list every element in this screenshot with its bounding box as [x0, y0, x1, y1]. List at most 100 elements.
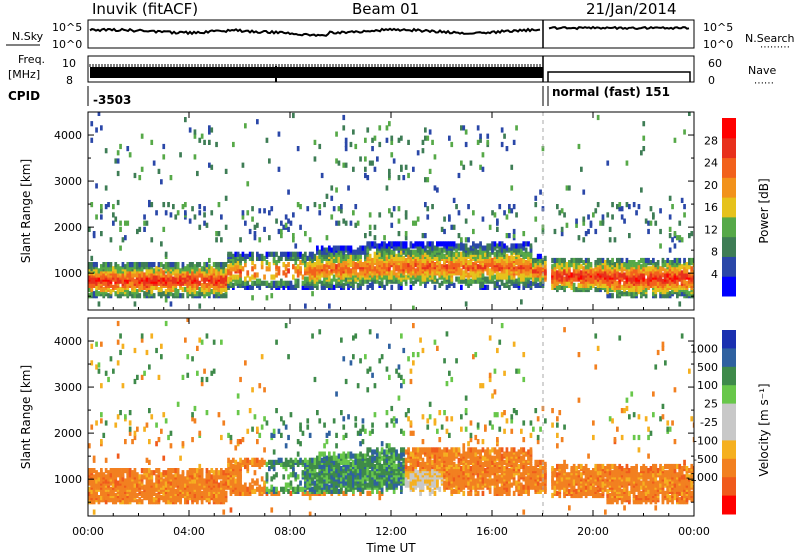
power-cell [208, 268, 211, 274]
velocity-cell [330, 488, 334, 494]
velocity-cell [152, 490, 156, 496]
velocity-cell [188, 492, 192, 499]
velocity-cell [100, 468, 103, 474]
power-cell [390, 212, 394, 218]
power-cell [599, 257, 602, 264]
power-cell [376, 156, 379, 162]
power-cell [455, 243, 458, 249]
velocity-cell [270, 490, 274, 496]
velocity-cell [136, 499, 139, 505]
power-cell [167, 270, 170, 276]
power-cell [668, 291, 672, 297]
velocity-cell [208, 490, 211, 496]
power-cell [119, 278, 122, 284]
power-cell [256, 119, 259, 125]
power-cell [131, 284, 134, 290]
velocity-cell [234, 470, 238, 476]
power-cell [299, 224, 302, 230]
power-cell [152, 274, 156, 280]
power-cell [397, 282, 401, 288]
power-cell [366, 272, 370, 278]
power-cell [414, 220, 418, 226]
power-cell [203, 139, 206, 145]
power-cell [126, 272, 130, 278]
power-cell [342, 260, 346, 266]
power-cell [304, 270, 307, 276]
power-cell [671, 237, 674, 243]
velocity-cell [90, 424, 94, 430]
velocity-cell [155, 474, 158, 480]
power-cell [268, 210, 271, 216]
power-cell [491, 274, 494, 280]
power-cell [503, 272, 506, 278]
power-cell [176, 210, 180, 216]
power-cell [628, 260, 631, 266]
velocity-cell [95, 341, 98, 347]
velocity-cell [169, 443, 173, 449]
power-cell [618, 264, 622, 270]
power-cell [116, 272, 120, 278]
power-cell [234, 274, 238, 280]
velocity-cell [191, 437, 194, 443]
velocity-cell [311, 457, 314, 463]
power-cell [335, 187, 338, 193]
power-cell [133, 262, 137, 268]
power-cell [412, 274, 415, 280]
power-cell [316, 255, 319, 261]
power-cell [246, 181, 250, 187]
velocity-cell [284, 323, 288, 329]
velocity-cell [164, 495, 168, 501]
power-cell [503, 243, 506, 249]
power-cell [659, 228, 662, 235]
power-cell [565, 222, 569, 228]
power-cell [164, 297, 168, 303]
power-cell [167, 291, 170, 297]
power-cell [611, 293, 614, 299]
power-cell [320, 272, 324, 278]
power-cell [320, 172, 324, 179]
power-cell [167, 266, 170, 272]
power-cell [464, 237, 468, 243]
power-cell [654, 262, 658, 268]
power-cell [294, 251, 298, 257]
power-cell [100, 264, 103, 270]
power-cell [227, 251, 230, 257]
power-cell [414, 278, 418, 284]
power-cell [668, 260, 672, 266]
power-cell [97, 112, 101, 116]
power-cell [668, 247, 672, 253]
power-cell [445, 241, 449, 247]
velocity-cell [296, 459, 300, 465]
velocity-cell [316, 486, 319, 492]
power-cell [450, 241, 454, 247]
power-cell [342, 218, 346, 224]
velocity-cell [179, 455, 182, 461]
power-cell [155, 266, 158, 272]
velocity-cell [114, 468, 118, 474]
velocity-cell [301, 486, 305, 492]
power-cell [616, 280, 619, 286]
power-cell [505, 268, 509, 274]
power-cell [292, 112, 295, 119]
velocity-cell [90, 488, 94, 494]
power-cell [572, 282, 576, 288]
velocity-cell [126, 497, 130, 503]
power-cell [481, 216, 485, 222]
power-cell [383, 241, 386, 247]
power-cell [649, 274, 653, 280]
power-cell [520, 247, 523, 253]
power-cell [342, 114, 346, 121]
velocity-cell [313, 457, 317, 463]
power-cell [323, 202, 326, 208]
velocity-cell [340, 453, 343, 459]
velocity-cell [289, 490, 293, 496]
power-colorbar-tick-label: 12 [704, 223, 718, 236]
power-cell [210, 210, 214, 216]
velocity-cell [239, 457, 242, 463]
power-cell [668, 195, 672, 201]
velocity-cell [258, 383, 262, 389]
power-cell [654, 284, 658, 290]
power-cell [138, 175, 142, 181]
power-cell [500, 245, 504, 251]
power-cell [294, 282, 298, 288]
